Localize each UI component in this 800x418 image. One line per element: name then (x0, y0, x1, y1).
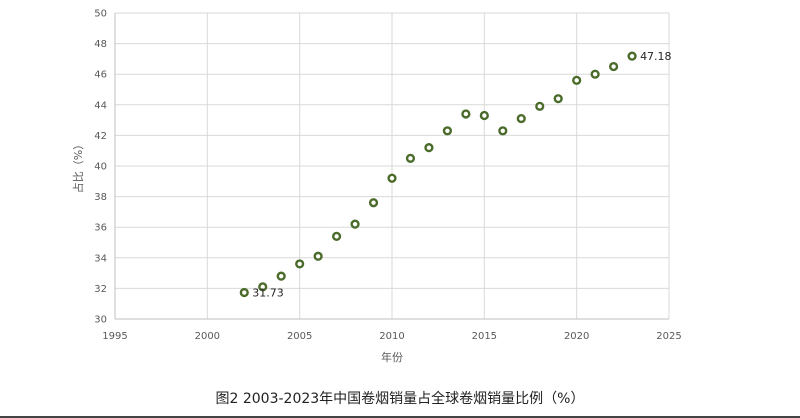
data-point (368, 198, 379, 208)
data-point (608, 61, 619, 72)
x-tick-label: 2010 (379, 331, 404, 342)
y-axis-title: 占比（%） (71, 139, 85, 193)
y-tick-label: 38 (94, 192, 107, 203)
y-tick-label: 48 (94, 39, 107, 50)
data-point (590, 69, 600, 79)
data-point (516, 113, 526, 124)
data-point (572, 75, 582, 85)
figure-caption: 图2 2003-2023年中国卷烟销量占全球卷烟销量比例（%） (215, 391, 585, 407)
scatter-chart: 30 32 34 36 38 40 42 44 46 48 50 1995 2000 2005 2010 20… (71, 9, 682, 365)
data-point (498, 126, 508, 136)
x-tick-label: 2000 (195, 331, 220, 342)
data-point (239, 287, 249, 298)
y-tick-label: 30 (94, 315, 107, 326)
x-axis-title: 年份 (381, 350, 403, 364)
data-point (258, 282, 268, 292)
y-tick-label: 32 (94, 284, 107, 295)
bottom-divider (0, 416, 800, 418)
data-point (461, 109, 471, 119)
data-point (535, 101, 545, 111)
data-point (295, 259, 305, 269)
y-tick-label: 46 (94, 70, 107, 81)
y-tick-label: 42 (94, 131, 107, 142)
y-tick-label: 40 (94, 162, 107, 173)
x-tick-label: 1995 (102, 331, 127, 342)
y-tick-label: 34 (94, 253, 107, 264)
data-point (627, 51, 637, 61)
y-tick-label: 50 (94, 9, 107, 20)
data-point (553, 94, 563, 104)
data-point (442, 126, 453, 136)
data-point (479, 110, 489, 121)
x-tick-label: 2015 (472, 331, 497, 342)
data-point (332, 231, 342, 241)
data-point (387, 173, 397, 183)
y-tick-label: 44 (94, 100, 107, 111)
data-label: 31.73 (252, 287, 284, 300)
data-point (276, 271, 286, 281)
x-tick-label: 2005 (287, 331, 312, 342)
data-point (313, 251, 323, 261)
x-tick-label: 2025 (656, 331, 681, 342)
data-point (350, 219, 360, 229)
data-point (424, 143, 434, 153)
y-tick-label: 36 (94, 223, 107, 234)
x-tick-label: 2020 (564, 331, 589, 342)
data-point (405, 153, 416, 163)
data-label: 47.18 (640, 50, 672, 63)
